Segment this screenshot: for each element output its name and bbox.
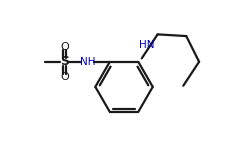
Text: S: S [60,56,69,68]
Text: O: O [60,72,68,82]
Text: NH: NH [79,57,95,67]
Text: O: O [60,42,68,52]
Text: HN: HN [138,40,153,50]
